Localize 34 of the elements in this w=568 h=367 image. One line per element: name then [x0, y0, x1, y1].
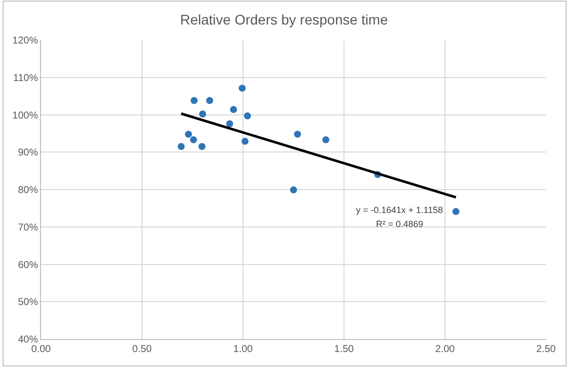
point — [226, 120, 234, 128]
y-tick-label: 100% — [12, 110, 38, 122]
chart-title: Relative Orders by response time — [180, 11, 388, 28]
point — [322, 136, 330, 144]
x-tick-label: 1.50 — [334, 344, 354, 355]
x-tick-label: 0.50 — [132, 344, 152, 355]
point — [238, 84, 246, 92]
x-tick-label: 1.00 — [233, 344, 254, 355]
y-tick-label: 70% — [18, 222, 38, 234]
annotation: R² = 0.4869 — [376, 219, 424, 229]
point — [294, 130, 302, 138]
annotation: y = -0.1641x + 1.1158 — [356, 205, 443, 215]
x-tick-label: 2.50 — [536, 344, 556, 355]
y-tick-label: 110% — [13, 72, 38, 84]
point — [198, 143, 206, 150]
x-tick-label: 0.00 — [31, 344, 52, 355]
point — [184, 130, 192, 138]
y-tick-label: 80% — [18, 185, 38, 196]
y-tick-label: 40% — [18, 334, 38, 346]
y-tick-label: 90% — [18, 148, 38, 159]
x-tick-label: 2.00 — [435, 344, 456, 355]
point — [242, 138, 249, 145]
point — [230, 106, 238, 114]
y-tick-label: 120% — [12, 36, 38, 46]
point — [244, 112, 251, 120]
y-tick-label: 60% — [18, 260, 38, 271]
point — [452, 208, 460, 216]
point — [199, 110, 206, 118]
point — [190, 136, 198, 144]
point — [190, 97, 198, 104]
point — [290, 186, 297, 194]
point — [206, 97, 214, 104]
y-tick-label: 50% — [18, 297, 38, 308]
point — [178, 143, 185, 150]
